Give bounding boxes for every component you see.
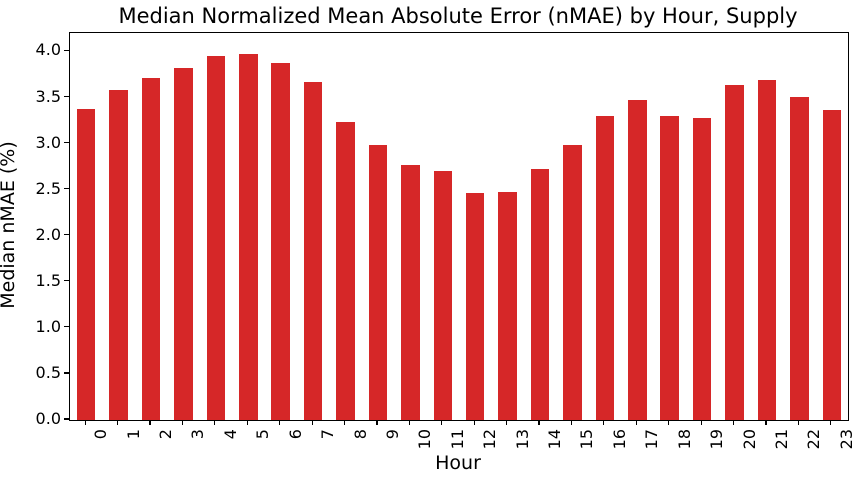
bar-hour-21 [757,80,777,420]
x-axis-label: Hour [435,452,481,474]
x-tick-label: 16 [609,429,629,450]
x-tick-label: 10 [415,429,435,450]
y-tick-mark [64,418,69,420]
x-tick-label: 1 [123,429,143,440]
x-tick-mark [797,420,799,425]
bar-hour-0 [76,108,96,420]
x-tick-mark [700,420,702,425]
x-tick-mark [84,420,86,425]
bar-hour-9 [368,144,388,420]
x-tick-mark [506,420,508,425]
x-tick-label: 5 [253,429,273,440]
y-tick-mark [64,188,69,190]
bar-hour-13 [498,192,517,420]
bar-hour-5 [239,54,258,420]
x-tick-mark [473,420,475,425]
y-tick-label: 2.0 [35,224,61,244]
x-tick-label: 4 [220,429,240,440]
x-tick-label: 23 [836,429,855,450]
y-tick-label: 1.5 [35,270,61,290]
x-tick-mark [538,420,540,425]
x-tick-label: 20 [739,429,759,450]
y-tick-mark [64,234,69,236]
x-tick-mark [376,420,378,425]
x-tick-mark [603,420,605,425]
x-tick-mark [830,420,832,425]
bar-hour-18 [660,115,679,420]
x-tick-mark [732,420,735,425]
bar-hour-2 [141,78,161,420]
x-tick-mark [246,420,248,425]
x-tick-label: 14 [545,429,565,450]
bar-hour-11 [433,171,453,420]
y-tick-mark [64,49,69,52]
y-tick-label: 0.5 [35,362,61,382]
x-tick-mark [279,420,281,425]
x-tick-label: 15 [577,429,597,450]
bar-hour-12 [465,193,485,420]
y-tick-label: 0.0 [35,409,61,428]
x-tick-label: 2 [156,429,176,440]
x-tick-mark [117,420,119,425]
x-tick-label: 17 [642,429,662,450]
bar-hour-6 [271,62,290,420]
bar-hour-4 [206,56,226,420]
x-tick-mark [343,420,346,425]
x-tick-mark [765,420,767,425]
bar-hour-8 [336,122,355,420]
bar-hour-10 [401,164,420,420]
bar-hour-17 [628,100,647,420]
x-tick-mark [570,420,573,425]
x-tick-mark [181,420,184,425]
x-tick-label: 12 [480,429,500,450]
x-tick-label: 7 [318,429,338,440]
y-tick-label: 4.0 [35,40,61,60]
y-tick-mark [64,95,69,98]
y-tick-label: 3.0 [35,132,61,152]
chart-title: Median Normalized Mean Absolute Error (n… [118,4,798,28]
bar-hour-15 [563,145,582,420]
bar-hour-14 [530,169,550,420]
y-tick-mark [64,326,69,328]
x-tick-mark [149,420,151,425]
x-tick-label: 11 [447,429,467,450]
x-tick-label: 19 [707,429,727,450]
x-tick-mark [214,420,216,425]
y-tick-mark [64,372,69,374]
bar-hour-3 [174,68,193,420]
bar-hour-19 [692,117,712,420]
x-tick-label: 9 [382,429,402,440]
x-tick-label: 22 [804,429,824,450]
y-tick-label: 2.5 [35,178,61,198]
x-tick-label: 21 [771,429,791,450]
bar-hour-1 [109,90,128,420]
x-tick-label: 13 [512,429,532,450]
x-tick-label: 8 [350,429,370,440]
y-tick-mark [64,141,69,144]
y-tick-label: 3.5 [35,86,61,106]
x-tick-label: 3 [188,429,208,440]
x-tick-mark [635,420,637,425]
bar-hour-23 [822,110,842,420]
x-tick-mark [311,420,313,425]
x-tick-label: 18 [674,429,694,450]
y-tick-label: 1.0 [35,316,61,336]
x-tick-mark [668,420,670,425]
bar-hour-7 [303,81,323,420]
x-tick-label: 6 [285,429,305,440]
x-tick-mark [408,420,410,425]
y-tick-mark [64,280,69,282]
bar-hour-22 [790,96,809,420]
plot-area [69,32,849,421]
bar-hour-16 [595,115,615,420]
x-tick-label: 0 [91,429,111,440]
bar-hour-20 [725,84,744,420]
x-tick-mark [441,420,443,425]
